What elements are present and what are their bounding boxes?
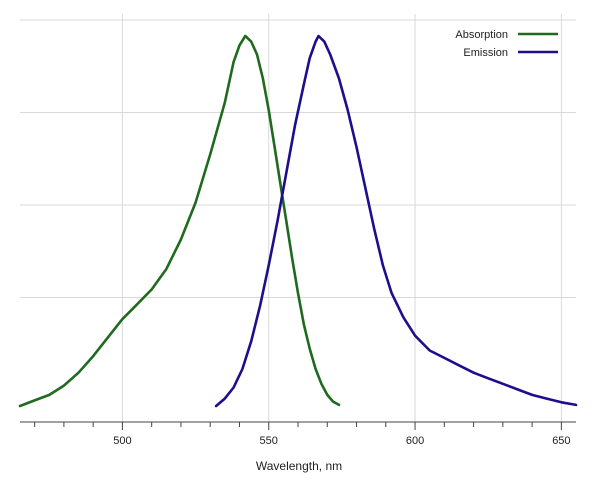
legend-label-absorption: Absorption	[455, 29, 508, 41]
x-axis: 500 550 600 650	[20, 421, 576, 447]
x-tick-label: 500	[113, 435, 131, 447]
legend: Absorption Emission	[455, 29, 558, 59]
legend-label-emission: Emission	[463, 47, 508, 59]
x-tick-label: 650	[552, 435, 570, 447]
series-layer	[18, 34, 578, 408]
series-line-absorption	[18, 34, 341, 408]
series-line-emission	[214, 34, 578, 408]
x-axis-title: Wavelength, nm	[256, 459, 342, 473]
x-tick-label: 600	[406, 435, 424, 447]
x-tick-label: 550	[260, 435, 278, 447]
grid-layer	[20, 14, 576, 422]
